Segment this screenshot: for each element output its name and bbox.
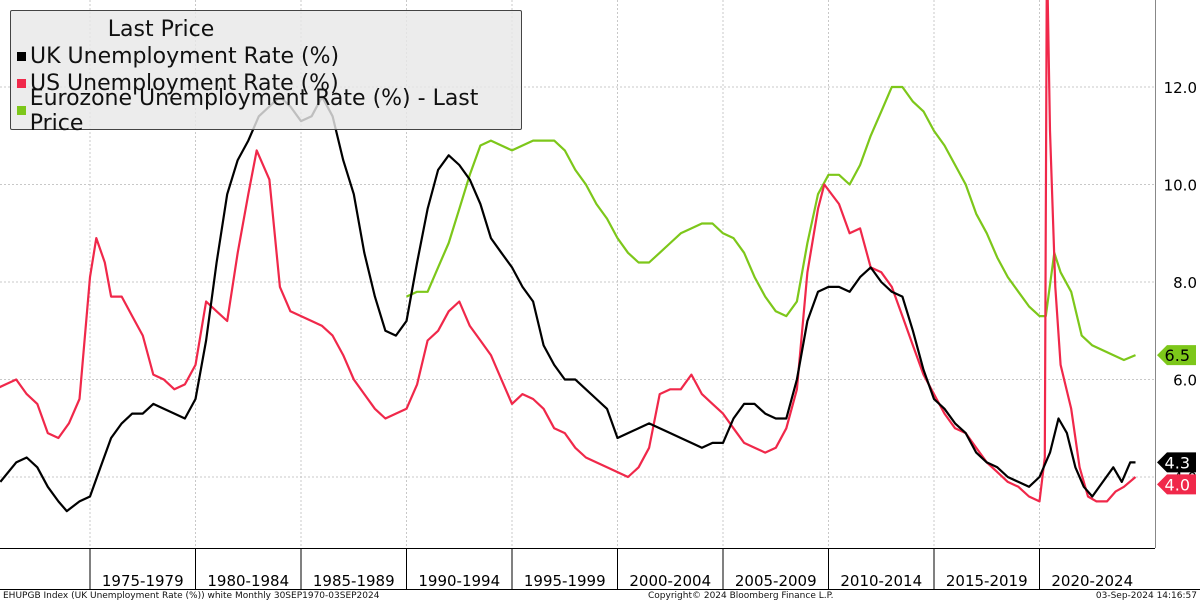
legend-swatch-uk — [17, 52, 26, 61]
end-tag-label-2: 4.0 — [1165, 475, 1190, 494]
x-tick-label-1990-1994: 1990-1994 — [418, 572, 500, 590]
y-tick-label-8.0: 8.0 — [1173, 274, 1197, 292]
end-tag-2 — [1157, 474, 1196, 495]
end-tag-0 — [1157, 345, 1196, 366]
y-tick-label-6.0: 6.0 — [1173, 372, 1197, 390]
end-tag-label-0: 6.5 — [1165, 346, 1190, 365]
series-line-us — [0, 0, 1137, 503]
x-tick-label-2010-2014: 2010-2014 — [840, 572, 922, 590]
legend-item-eurozone: Eurozone Unemployment Rate (%) - Last Pr… — [11, 86, 521, 136]
x-tick-label-1985-1989: 1985-1989 — [313, 572, 395, 590]
x-tick-label-2000-2004: 2000-2004 — [629, 572, 711, 590]
legend-title: Last Price — [107, 17, 215, 42]
legend-swatch-eurozone — [17, 106, 26, 115]
legend-swatch-us — [17, 79, 26, 88]
x-tick-label-1995-1999: 1995-1999 — [524, 572, 606, 590]
footer-copyright: Copyright© 2024 Bloomberg Finance L.P. — [648, 591, 834, 601]
end-tag-label-1: 4.3 — [1165, 453, 1190, 472]
footer-source: EHUPGB Index (UK Unemployment Rate (%)) … — [3, 591, 380, 601]
legend-item-uk: UK Unemployment Rate (%) — [11, 43, 521, 70]
x-tick-label-2020-2024: 2020-2024 — [1051, 572, 1133, 590]
x-tick-label-1980-1984: 1980-1984 — [207, 572, 289, 590]
y-tick-label-10.0: 10.0 — [1164, 177, 1197, 195]
series-line-eurozone — [406, 85, 1136, 362]
legend-item-us: US Unemployment Rate (%) — [11, 70, 521, 97]
x-tick-label-2005-2009: 2005-2009 — [735, 572, 817, 590]
end-tag-1 — [1157, 452, 1196, 473]
chart-footer: EHUPGB Index (UK Unemployment Rate (%)) … — [0, 590, 1200, 603]
legend-label-uk: UK Unemployment Rate (%) — [30, 44, 340, 69]
x-tick-label-2015-2019: 2015-2019 — [946, 572, 1028, 590]
legend-label-eurozone: Eurozone Unemployment Rate (%) - Last Pr… — [29, 85, 479, 136]
x-tick-label-1975-1979: 1975-1979 — [102, 572, 184, 590]
chart-legend: Last Price UK Unemployment Rate (%) US U… — [10, 10, 522, 136]
chart-svg: 1975-1979 1980-1984 1985-1989 1990-1994 1995… — [0, 0, 1200, 590]
legend-label-us: US Unemployment Rate (%) — [30, 71, 339, 96]
series-line-uk — [0, 95, 1136, 513]
footer-timestamp: 03-Sep-2024 14:16:57 — [1095, 591, 1197, 601]
y-tick-label-12.0: 12.0 — [1164, 79, 1197, 97]
